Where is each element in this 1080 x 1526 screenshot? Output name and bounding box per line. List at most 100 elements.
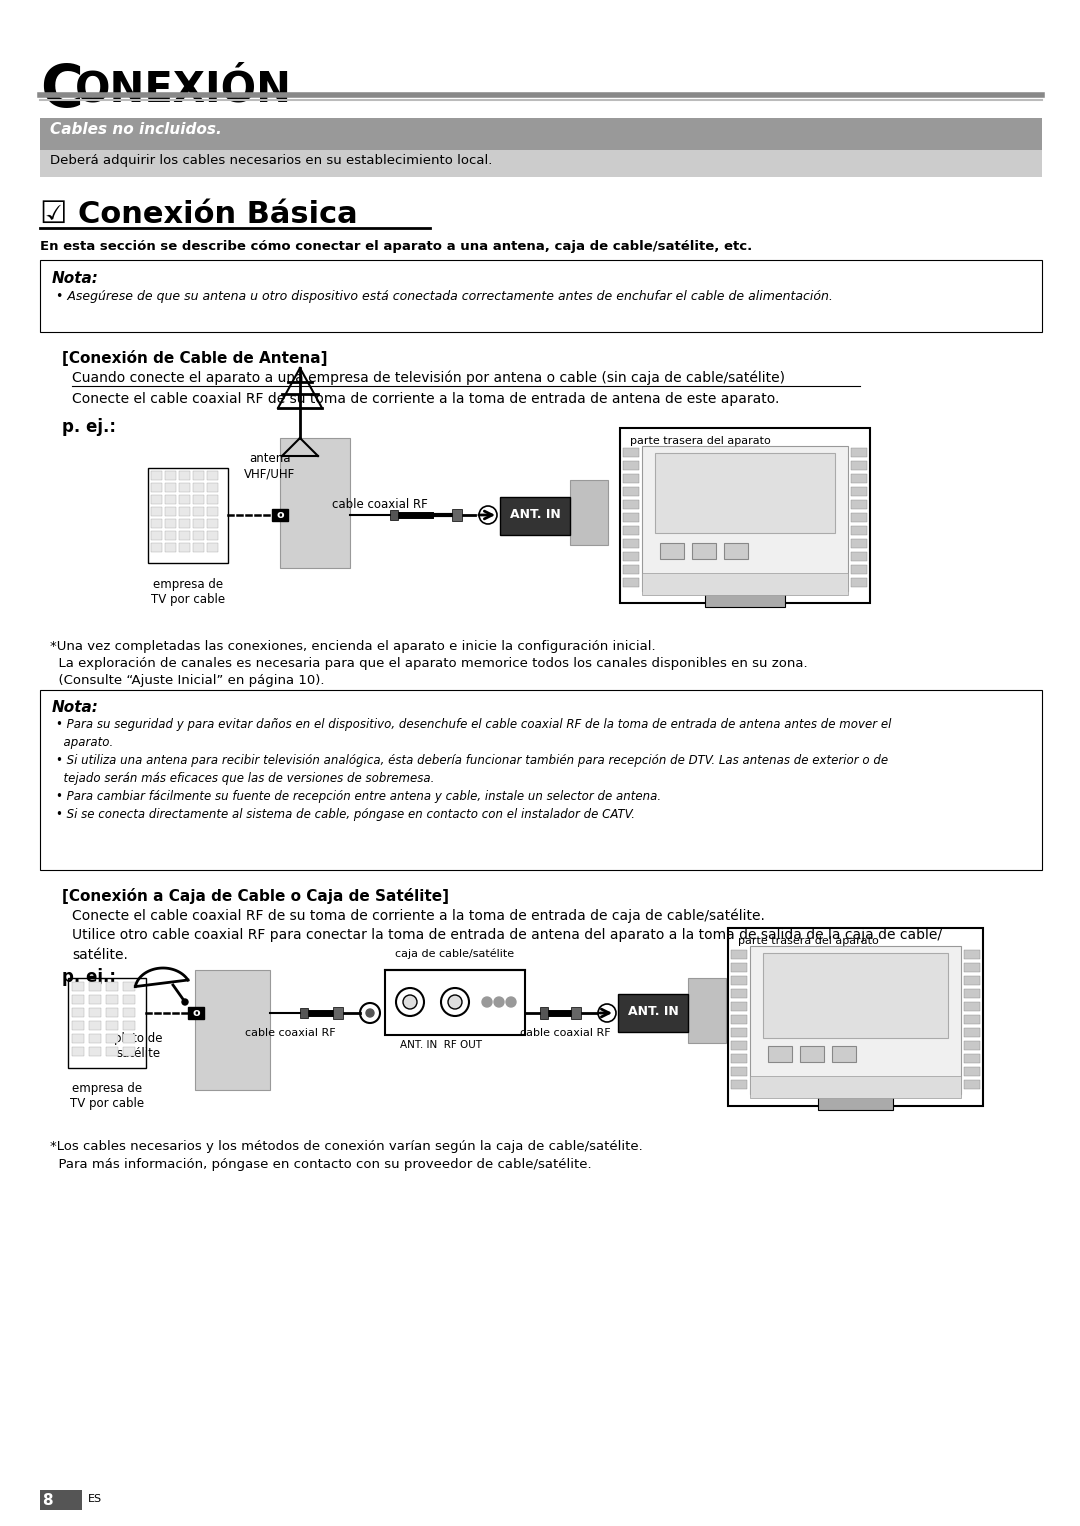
Bar xyxy=(106,1047,118,1056)
Text: *Los cables necesarios y los métodos de conexión varían según la caja de cable/s: *Los cables necesarios y los métodos de … xyxy=(50,1140,643,1154)
Bar xyxy=(106,1009,118,1016)
Bar xyxy=(731,1067,747,1076)
Bar xyxy=(207,531,218,540)
Text: ANT. IN  RF OUT: ANT. IN RF OUT xyxy=(400,1041,482,1050)
Bar xyxy=(623,501,639,510)
Bar xyxy=(148,468,228,563)
Bar xyxy=(623,461,639,470)
Bar xyxy=(106,995,118,1004)
Bar xyxy=(40,690,1042,870)
Text: Conecte el cable coaxial RF de su toma de corriente a la toma de entrada de ante: Conecte el cable coaxial RF de su toma d… xyxy=(72,392,780,406)
Bar xyxy=(964,989,980,998)
Bar xyxy=(964,963,980,972)
Bar xyxy=(660,543,684,559)
Bar xyxy=(623,578,639,588)
Text: parte trasera del aparato: parte trasera del aparato xyxy=(630,436,771,446)
Bar xyxy=(106,983,118,990)
Bar xyxy=(618,993,688,1032)
Text: Cuando conecte el aparato a una empresa de televisión por antena o cable (sin ca: Cuando conecte el aparato a una empresa … xyxy=(72,369,785,385)
Text: ANT. IN: ANT. IN xyxy=(510,508,561,520)
Bar xyxy=(89,983,102,990)
Bar xyxy=(193,484,204,491)
Bar xyxy=(654,453,835,533)
Bar xyxy=(851,449,867,456)
Bar xyxy=(964,1029,980,1038)
Text: [Conexión a Caja de Cable o Caja de Satélite]: [Conexión a Caja de Cable o Caja de Saté… xyxy=(62,888,449,903)
Bar xyxy=(731,1080,747,1090)
Bar xyxy=(40,259,1042,333)
Bar xyxy=(762,954,948,1038)
Text: cable coaxial RF: cable coaxial RF xyxy=(519,1029,610,1038)
Bar xyxy=(72,1009,84,1016)
Bar xyxy=(151,507,162,516)
Bar xyxy=(964,1041,980,1050)
Bar xyxy=(731,977,747,984)
Text: empresa de
TV por cable: empresa de TV por cable xyxy=(151,578,225,606)
Bar xyxy=(165,484,176,491)
Bar xyxy=(851,552,867,562)
Bar xyxy=(179,519,190,528)
Text: [Conexión de Cable de Antena]: [Conexión de Cable de Antena] xyxy=(62,349,327,366)
Text: ES: ES xyxy=(87,1494,103,1505)
Text: p. ej.:: p. ej.: xyxy=(62,967,116,986)
Text: Nota:: Nota: xyxy=(52,700,99,716)
Bar xyxy=(151,519,162,528)
Bar xyxy=(207,484,218,491)
Bar xyxy=(179,531,190,540)
Bar xyxy=(188,1007,204,1019)
Text: caja de cable/satélite: caja de cable/satélite xyxy=(395,948,514,958)
Bar xyxy=(165,543,176,552)
Bar xyxy=(623,565,639,574)
Bar xyxy=(272,510,288,520)
Bar xyxy=(731,989,747,998)
Bar xyxy=(165,494,176,504)
Text: antena
VHF/UHF: antena VHF/UHF xyxy=(244,452,296,481)
Bar xyxy=(40,1489,82,1511)
Bar xyxy=(207,519,218,528)
Bar xyxy=(89,1035,102,1042)
Text: o: o xyxy=(192,1009,200,1018)
Bar xyxy=(333,1007,343,1019)
Bar xyxy=(179,543,190,552)
Bar xyxy=(72,983,84,990)
Bar xyxy=(165,519,176,528)
Bar xyxy=(207,494,218,504)
Bar xyxy=(731,1054,747,1064)
Bar xyxy=(623,475,639,484)
Bar xyxy=(280,438,350,568)
Bar xyxy=(623,487,639,496)
Bar xyxy=(151,531,162,540)
Bar xyxy=(540,1007,548,1019)
Bar xyxy=(570,481,608,545)
Text: En esta sección se describe cómo conectar el aparato a una antena, caja de cable: En esta sección se describe cómo conecta… xyxy=(40,240,753,253)
Bar xyxy=(620,427,870,603)
Text: C: C xyxy=(40,63,83,119)
Circle shape xyxy=(366,1009,374,1016)
Text: plato de
satélite: plato de satélite xyxy=(113,1032,162,1061)
Bar xyxy=(151,472,162,481)
Text: • Si utiliza una antena para recibir televisión analógica, ésta debería funciona: • Si utiliza una antena para recibir tel… xyxy=(56,754,888,768)
Bar xyxy=(851,513,867,522)
Text: Deberá adquirir los cables necesarios en su establecimiento local.: Deberá adquirir los cables necesarios en… xyxy=(50,154,492,166)
Bar xyxy=(851,461,867,470)
Bar xyxy=(623,513,639,522)
Text: tejado serán más eficaces que las de versiones de sobremesa.: tejado serán más eficaces que las de ver… xyxy=(56,772,434,784)
Bar xyxy=(106,1021,118,1030)
Bar xyxy=(964,1015,980,1024)
Bar xyxy=(800,1045,824,1062)
Text: Para más información, póngase en contacto con su proveedor de cable/satélite.: Para más información, póngase en contact… xyxy=(50,1158,592,1170)
Text: La exploración de canales es necesaria para que el aparato memorice todos los ca: La exploración de canales es necesaria p… xyxy=(50,658,808,670)
Text: ANT. IN: ANT. IN xyxy=(627,1006,678,1018)
Bar xyxy=(688,978,726,1042)
Circle shape xyxy=(448,995,462,1009)
Bar xyxy=(642,446,848,591)
Bar xyxy=(571,1007,581,1019)
Bar xyxy=(193,519,204,528)
Bar xyxy=(193,472,204,481)
Bar xyxy=(692,543,716,559)
Bar xyxy=(193,531,204,540)
Bar xyxy=(123,1047,135,1056)
Bar xyxy=(165,507,176,516)
Bar xyxy=(728,928,983,1106)
Bar xyxy=(851,501,867,510)
